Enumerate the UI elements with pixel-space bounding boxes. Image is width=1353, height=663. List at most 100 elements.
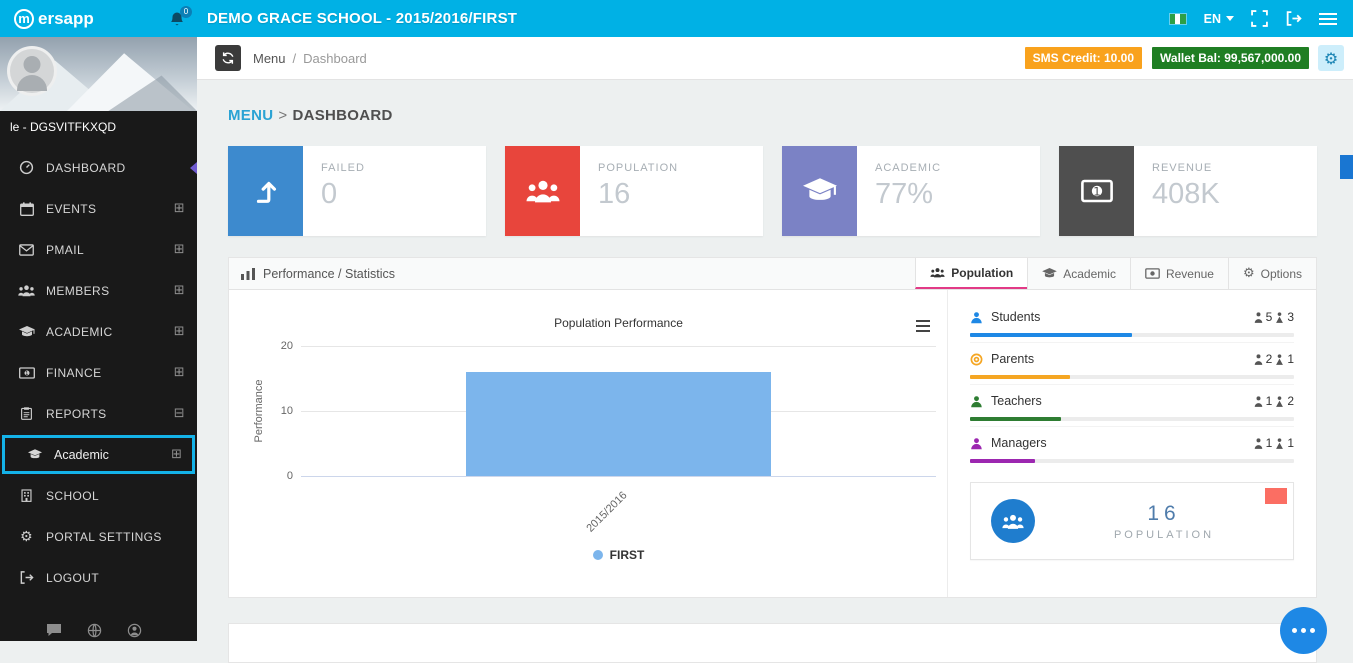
female-count: 3 (1287, 310, 1294, 324)
sidebar-nav: DASHBOARD EVENTS ⊞ PMAIL ⊞ MEMBERS ⊞ ACA… (0, 147, 197, 598)
sidebar-item-finance[interactable]: 1 FINANCE ⊞ (0, 352, 197, 393)
breakdown-bar-fill (970, 375, 1071, 379)
expand-icon[interactable]: ⊞ (173, 365, 185, 380)
sidebar-item-label: MEMBERS (46, 283, 110, 298)
signout-icon (1286, 11, 1302, 26)
page-content: MENU > DASHBOARD FAILED 0 POPULATION 16 (197, 80, 1353, 663)
gridline (301, 346, 936, 347)
language-selector[interactable]: EN (1204, 12, 1234, 26)
people-group-icon (526, 180, 559, 203)
stat-card-population[interactable]: POPULATION 16 (505, 146, 763, 236)
notifications-button[interactable]: 0 (169, 5, 192, 27)
window-title: DEMO GRACE SCHOOL - 2015/2016/FIRST (207, 10, 518, 27)
tab-population[interactable]: Population (915, 258, 1028, 289)
side-panel-toggle[interactable] (1340, 155, 1353, 179)
floating-chat-button[interactable] (1280, 607, 1327, 654)
sidebar-item-reports[interactable]: REPORTS ⊟ (0, 393, 197, 434)
population-summary-card: 16 POPULATION (970, 482, 1294, 560)
male-count: 2 (1265, 352, 1273, 366)
stat-card-revenue[interactable]: 1 REVENUE 408K (1059, 146, 1317, 236)
breakdown-row-parents: Parents 2 1 (970, 348, 1294, 385)
tab-options[interactable]: ⚙ Options (1227, 258, 1316, 289)
language-label: EN (1203, 11, 1221, 26)
signout-button[interactable] (1285, 10, 1302, 27)
chart-legend[interactable]: FIRST (301, 548, 936, 562)
chat-button[interactable] (46, 623, 62, 638)
panel-body: Population Performance Performance 20 10… (229, 290, 1316, 597)
breakdown-counts: 1 2 (1254, 394, 1294, 408)
tab-label: Population (951, 265, 1014, 280)
tab-academic[interactable]: Academic (1027, 258, 1130, 289)
globe-button[interactable] (87, 623, 102, 638)
clipboard-icon (18, 406, 35, 421)
sidebar: le - DGSVITFKXQD DASHBOARD EVENTS ⊞ PMAI… (0, 37, 197, 641)
expand-icon[interactable]: ⊞ (173, 324, 185, 339)
sidebar-item-pmail[interactable]: PMAIL ⊞ (0, 229, 197, 270)
menu-toggle-button[interactable] (1319, 12, 1337, 25)
stat-card-value: 408K (1152, 178, 1220, 210)
breadcrumb-root[interactable]: Menu (253, 50, 286, 66)
sidebar-subitem-academic[interactable]: Academic ⊞ (2, 435, 195, 474)
logo-area: m ersapp 0 (0, 5, 197, 29)
sidebar-item-events[interactable]: EVENTS ⊞ (0, 188, 197, 229)
population-total-value: 16 (1147, 501, 1181, 525)
stat-card-iconbox (505, 146, 580, 236)
expand-icon[interactable]: ⊞ (173, 283, 185, 298)
stat-card-academic[interactable]: ACADEMIC 77% (782, 146, 1040, 236)
sidebar-item-logout[interactable]: LOGOUT (0, 557, 197, 598)
sidebar-item-label: SCHOOL (46, 488, 100, 503)
tab-revenue[interactable]: Revenue (1129, 258, 1228, 289)
graduation-cap-icon (802, 178, 837, 200)
stat-card-iconbox (782, 146, 857, 236)
chart-bar-first[interactable] (466, 372, 771, 476)
expand-icon[interactable]: ⊞ (171, 447, 182, 462)
chevron-down-icon (1226, 16, 1234, 21)
sidebar-item-label: EVENTS (46, 201, 97, 216)
breakdown-name[interactable]: Parents (991, 352, 1035, 366)
male-count: 1 (1265, 394, 1273, 408)
parents-icon (970, 353, 983, 366)
sidebar-item-dashboard[interactable]: DASHBOARD (0, 147, 197, 188)
refresh-button[interactable] (215, 45, 241, 71)
svg-text:1: 1 (25, 371, 29, 377)
profile-name: le - DGSVITFKXQD (0, 111, 197, 142)
people-group-icon (18, 284, 35, 297)
female-count: 1 (1287, 436, 1294, 450)
breakdown-bar-fill (970, 417, 1061, 421)
breakdown-name[interactable]: Students (991, 310, 1041, 324)
performance-panel: Performance / Statistics Population Acad… (228, 257, 1317, 598)
user-circle-button[interactable] (127, 623, 142, 638)
expand-icon[interactable]: ⊞ (173, 242, 185, 257)
sidebar-item-members[interactable]: MEMBERS ⊞ (0, 270, 197, 311)
breakdown-name[interactable]: Managers (991, 436, 1047, 450)
stat-card-failed[interactable]: FAILED 0 (228, 146, 486, 236)
avatar[interactable] (7, 46, 57, 96)
dashboard-icon (18, 160, 35, 175)
stat-card-label: REVENUE (1152, 162, 1213, 174)
country-flag-icon (1168, 12, 1187, 25)
breakdown-name[interactable]: Teachers (991, 394, 1042, 408)
collapse-icon[interactable]: ⊟ (173, 406, 185, 421)
settings-button[interactable]: ⚙ (1318, 45, 1344, 71)
female-count: 1 (1287, 352, 1294, 366)
male-icon (1254, 353, 1263, 365)
graduation-cap-icon (28, 449, 44, 460)
stat-card-iconbox (228, 146, 303, 236)
sidebar-subitem-label: Academic (54, 447, 109, 462)
male-count: 5 (1265, 310, 1273, 324)
page-title-separator: > (278, 107, 288, 124)
expand-icon[interactable]: ⊞ (173, 201, 185, 216)
fullscreen-button[interactable] (1251, 10, 1268, 27)
profile-cover (0, 37, 197, 111)
sidebar-item-portal-settings[interactable]: ⚙ PORTAL SETTINGS (0, 516, 197, 557)
page-title-root[interactable]: MENU (228, 107, 274, 124)
tab-label: Academic (1063, 266, 1116, 281)
banknote-icon (1145, 268, 1160, 279)
stat-card-label: ACADEMIC (875, 162, 942, 174)
sidebar-item-label: PMAIL (46, 242, 85, 257)
chart-export-menu-button[interactable] (916, 320, 930, 332)
sidebar-item-school[interactable]: SCHOOL (0, 475, 197, 516)
sidebar-item-academic[interactable]: ACADEMIC ⊞ (0, 311, 197, 352)
bar-chart-icon (241, 267, 255, 280)
app-logo[interactable]: m ersapp (14, 8, 94, 29)
